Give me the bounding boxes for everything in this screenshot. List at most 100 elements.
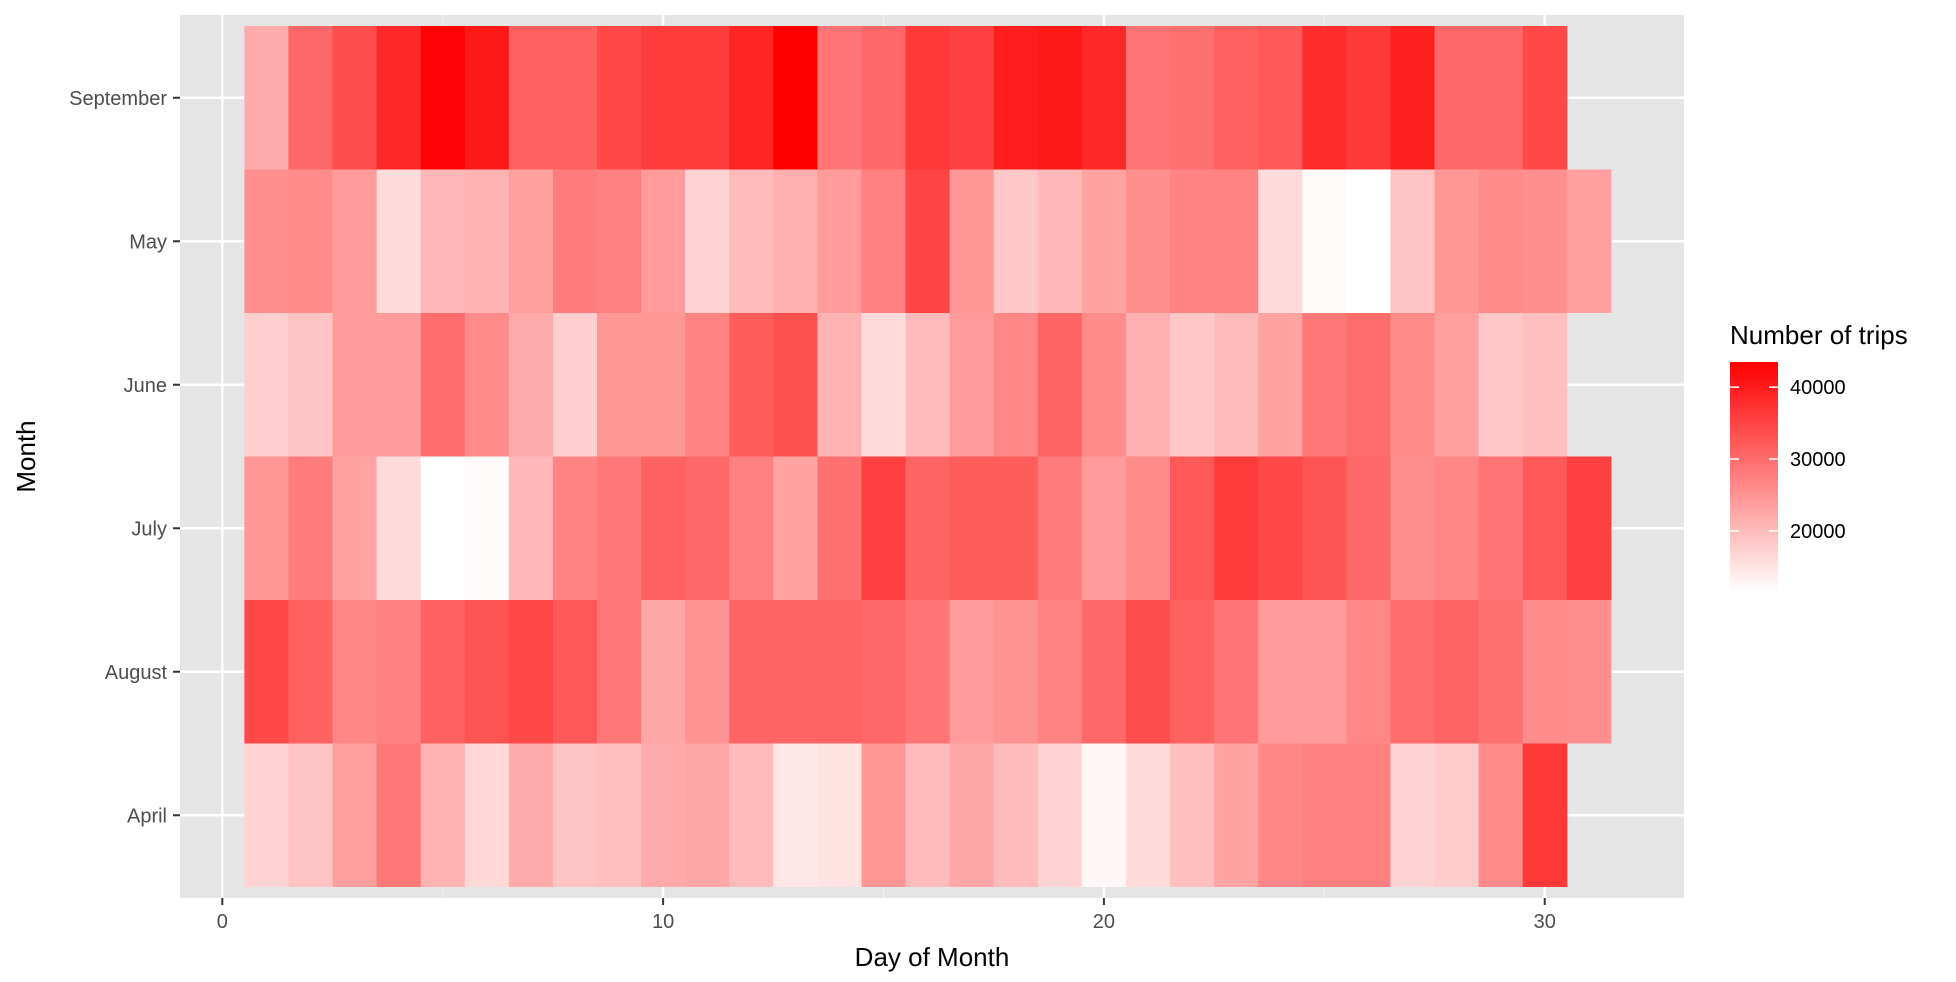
heatmap-tile: August 2: 31500 [288,600,334,744]
heatmap-tile: September 25: 38000 [1302,26,1347,170]
heatmap-tile: July 28: 26500 [1434,456,1480,600]
heatmap-tile: April 15: 24500 [861,743,907,887]
y-tick-label: September [69,88,167,110]
heatmap-tile: July 30: 32500 [1522,456,1568,600]
heatmap-tile: August 13: 31000 [773,600,818,744]
heatmap-tile: May 28: 24500 [1434,169,1480,313]
heatmap-tile: August 9: 28500 [596,600,642,744]
heatmap-tile: June 23: 20000 [1214,313,1259,457]
y-tick-label: April [127,805,167,827]
heatmap-tile: September 10: 36000 [641,26,686,170]
heatmap-tile: August 25: 24000 [1302,600,1347,744]
heatmap-tile: August 31: 25500 [1566,600,1612,744]
heatmap-tile: April 12: 20000 [729,743,774,887]
heatmap-tile: June 15: 16000 [861,313,907,457]
heatmap-tile: July 26: 30500 [1346,456,1392,600]
heatmap-tile: July 19: 28000 [1037,456,1083,600]
heatmap-tile: May 23: 27000 [1214,169,1259,313]
heatmap-tile: May 24: 16000 [1258,169,1303,313]
heatmap-tile: September 23: 31500 [1214,26,1259,170]
heatmap-tile: September 14: 29000 [817,26,863,170]
heatmap-tile: June 10: 24500 [641,313,686,457]
heatmap-tile: August 27: 30000 [1390,600,1436,744]
heatmap-tile: June 27: 26000 [1390,313,1436,457]
x-tick-label: 30 [1534,911,1556,933]
x-tick-label: 10 [652,911,674,933]
heatmap-tile: August 14: 31000 [817,600,863,744]
x-tick-label: 20 [1093,911,1115,933]
legend-tick-label: 30000 [1790,449,1846,471]
heatmap-tile: April 3: 23500 [332,743,378,887]
heatmap-tile: August 29: 29500 [1478,600,1524,744]
heatmap-tile: April 4: 28500 [376,743,422,887]
heatmap-tile: September 28: 30500 [1434,26,1480,170]
heatmap-tile: April 27: 17000 [1390,743,1436,887]
heatmap-tile: September 29: 30500 [1478,26,1524,170]
heatmap-tile: August 16: 29000 [905,600,951,744]
heatmap-tile: May 19: 20500 [1037,169,1083,313]
heatmap-tile: June 22: 18500 [1170,313,1215,457]
heatmap-tile: August 10: 22500 [641,600,686,744]
heatmap-tile: August 21: 34000 [1125,600,1171,744]
heatmap-tile: August 30: 26000 [1522,600,1568,744]
heatmap-tile: July 20: 24000 [1081,456,1127,600]
heatmap-tile: July 14: 29500 [817,456,863,600]
heatmap-tile: April 30: 36500 [1522,743,1568,887]
x-axis: 0 10 20 30 [217,898,1556,933]
heatmap-tile: September 26: 36500 [1346,26,1392,170]
heatmap-tile: July 29: 29000 [1478,456,1524,600]
legend-ticks: 20000 30000 40000 [1730,377,1846,543]
heatmap-tile: September 3: 34000 [332,26,378,170]
heatmap-tile: April 6: 16500 [464,743,510,887]
heatmap-tile: April 20: 12500 [1081,743,1127,887]
heatmap-tile: April 19: 17000 [1037,743,1083,887]
heatmap-tile: May 9: 27500 [596,169,642,313]
heatmap-tile: June 14: 21000 [817,313,863,457]
heatmap-tile: July 27: 25500 [1390,456,1436,600]
heatmap-tile: June 28: 23500 [1434,313,1480,457]
heatmap-tile: June 6: 26000 [464,313,510,457]
heatmap-tile: August 18: 25000 [993,600,1039,744]
heatmap-tile: June 2: 19000 [288,313,334,457]
heatmap-tile: May 10: 24000 [641,169,686,313]
heatmap-tile: April 25: 27500 [1302,743,1347,887]
heatmap-tile: September 11: 36000 [685,26,730,170]
x-tick-label: 0 [217,911,228,933]
heatmap-tile: April 18: 20000 [993,743,1039,887]
heatmap-tile: April 21: 16000 [1125,743,1171,887]
heatmap-tile: September 19: 40500 [1037,26,1083,170]
heatmap-tile: April 22: 19500 [1170,743,1215,887]
heatmap-tile: August 1: 34500 [244,600,290,744]
heatmap-tile: September 24: 32500 [1258,26,1303,170]
heatmap-tile: July 17: 32000 [949,456,995,600]
heatmap-tile: April 29: 26000 [1478,743,1524,887]
heatmap-tile: April 8: 19000 [552,743,598,887]
heatmap-tile: September 4: 38500 [376,26,422,170]
legend-title: Number of trips [1730,320,1908,350]
heatmap-tile: April 28: 18000 [1434,743,1480,887]
heatmap-tile: April 5: 21000 [420,743,466,887]
heatmap-tile: August 24: 24000 [1258,600,1303,744]
heatmap-tile: July 13: 23000 [773,456,818,600]
heatmap-tile: August 23: 29000 [1214,600,1259,744]
heatmap-tile: July 10: 31500 [641,456,686,600]
heatmap-tile: June 16: 20000 [905,313,951,457]
heatmap-tile: September 9: 34500 [596,26,642,170]
heatmap-tile: September 2: 30500 [288,26,334,170]
heatmap-tile: May 6: 21000 [464,169,510,313]
heatmap-tile: September 22: 29500 [1170,26,1215,170]
heatmap-tile: September 13: 43500 [773,26,818,170]
heatmap-tile: May 15: 27500 [861,169,907,313]
heatmap-tile: August 12: 31000 [729,600,774,744]
heatmap-tile: June 29: 18500 [1478,313,1524,457]
heatmap-tile: July 21: 26000 [1125,456,1171,600]
heatmap-tile: June 9: 24500 [596,313,642,457]
heatmap-tile: August 6: 33000 [464,600,510,744]
heatmap-tile: June 17: 24000 [949,313,995,457]
heatmap-tile: July 15: 35500 [861,456,907,600]
y-tick-label: June [124,375,167,397]
heatmap-tile: April 9: 19500 [596,743,642,887]
heatmap-tile: August 22: 31500 [1170,600,1215,744]
heatmap-tile: September 16: 36500 [905,26,951,170]
heatmap-tile: September 15: 30500 [861,26,907,170]
